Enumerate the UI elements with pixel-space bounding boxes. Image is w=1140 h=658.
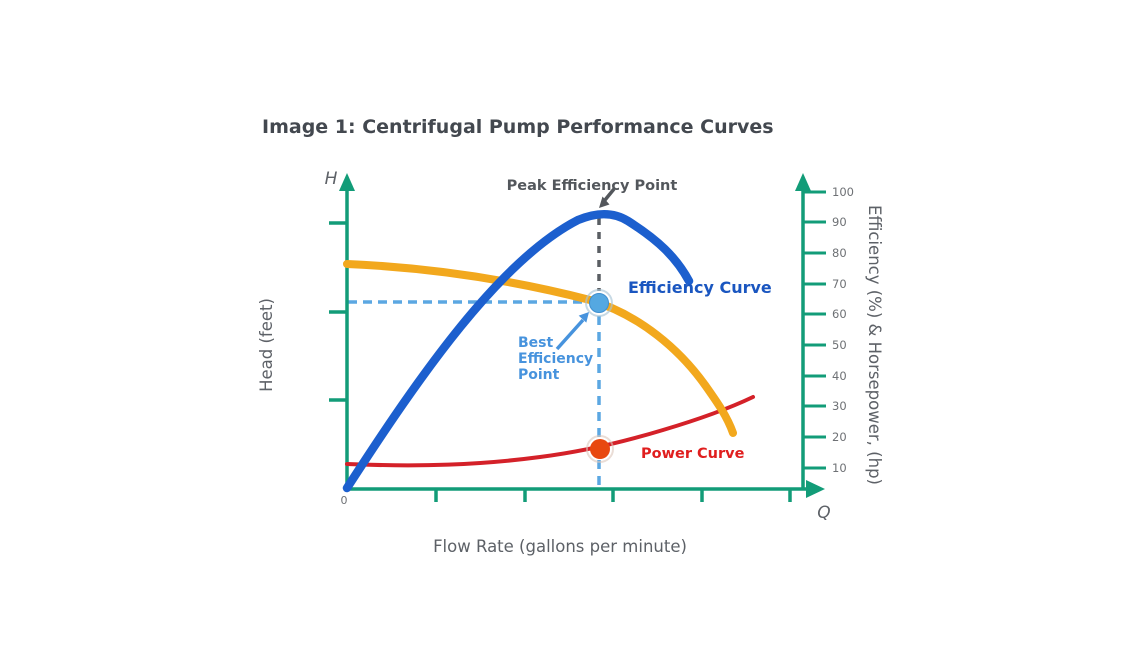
left-axis-symbol: H [325, 169, 338, 189]
bep-label-line2: Efficiency [518, 351, 593, 367]
right-tick-label: 50 [832, 338, 847, 352]
power-marker-ring [586, 435, 614, 463]
power-point-marker [590, 439, 610, 459]
peak-efficiency-point-label: Peak Efficiency Point [507, 178, 678, 194]
peak-annotation-arrowhead-icon [599, 196, 610, 208]
bep-annotation-arrow-line [555, 318, 585, 351]
right-tick-label: 10 [832, 461, 847, 475]
x-axis-arrow-icon [806, 480, 825, 498]
peak-annotation-arrow-line [603, 187, 616, 202]
right-tick-label: 40 [832, 369, 847, 383]
right-axis-arrow-icon [795, 173, 811, 191]
left-axis-arrow-icon [339, 173, 355, 191]
figure-title: Image 1: Centrifugal Pump Performance Cu… [262, 116, 774, 138]
origin-label: 0 [341, 494, 348, 507]
right-tick-label: 20 [832, 430, 847, 444]
bep-label-line3: Point [518, 367, 560, 383]
efficiency-curve-label: Efficiency Curve [628, 278, 772, 297]
right-tick-label: 60 [832, 307, 847, 321]
head-curve [343, 260, 737, 437]
right-tick-label: 30 [832, 399, 847, 413]
right-tick-label: 80 [832, 246, 847, 260]
left-axis-title: Head (feet) [257, 298, 276, 392]
best-efficiency-point-marker [589, 293, 609, 313]
right-tick-label: 90 [832, 215, 847, 229]
x-axis-title: Flow Rate (gallons per minute) [433, 537, 687, 556]
efficiency-curve [342, 209, 694, 493]
power-curve [345, 395, 755, 468]
right-tick-label: 100 [832, 185, 854, 199]
bep-annotation-arrowhead-icon [578, 312, 589, 323]
right-axis-title: Efficiency (%) & Horsepower, (hp) [865, 205, 884, 485]
bep-marker-ring [585, 289, 613, 317]
power-curve-label: Power Curve [641, 446, 745, 462]
x-axis-symbol: Q [817, 503, 830, 523]
bep-label-line1: Best [518, 335, 553, 351]
right-tick-label: 70 [832, 277, 847, 291]
